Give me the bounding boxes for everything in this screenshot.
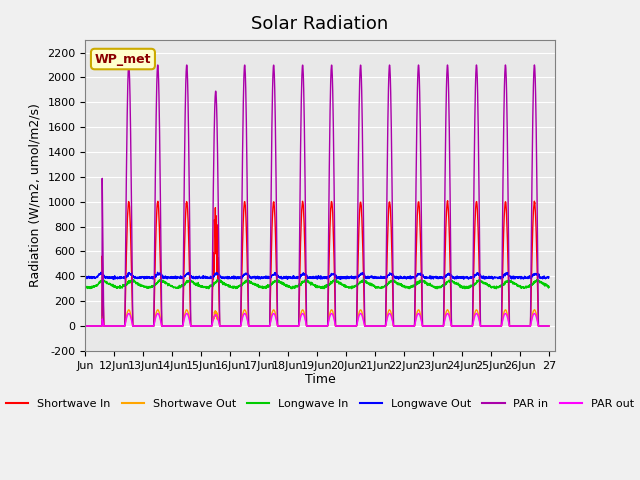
PAR out [539, 323, 547, 329]
Shortwave Out [483, 323, 490, 329]
PAR in [456, 323, 464, 329]
PAR out [128, 318, 136, 324]
X-axis label: Time: Time [305, 373, 335, 386]
Longwave In [360, 276, 367, 282]
PAR in [228, 323, 236, 329]
PAR in [531, 62, 538, 68]
Shortwave In [483, 323, 490, 329]
Longwave Out [483, 275, 490, 280]
Longwave Out [545, 274, 553, 280]
Shortwave Out [344, 323, 352, 329]
PAR in [545, 323, 553, 329]
PAR in [539, 323, 547, 329]
Longwave Out [97, 269, 105, 275]
Line: Longwave Out: Longwave Out [85, 272, 549, 279]
PAR out [344, 323, 352, 329]
Longwave Out [110, 276, 118, 282]
PAR in [81, 323, 89, 329]
PAR out [228, 323, 236, 329]
PAR out [483, 323, 490, 329]
Shortwave Out [128, 316, 136, 322]
Legend: Shortwave In, Shortwave Out, Longwave In, Longwave Out, PAR in, PAR out: Shortwave In, Shortwave Out, Longwave In… [2, 395, 638, 414]
PAR in [344, 323, 352, 329]
Line: PAR in: PAR in [85, 65, 549, 326]
Shortwave In [128, 271, 136, 276]
Shortwave In [539, 323, 547, 329]
Shortwave In [456, 323, 464, 329]
Longwave Out [345, 275, 353, 281]
Line: Shortwave Out: Shortwave Out [85, 310, 549, 326]
Longwave Out [456, 276, 464, 281]
PAR in [483, 323, 490, 329]
PAR in [128, 213, 136, 219]
Shortwave In [444, 198, 451, 204]
Shortwave Out [539, 323, 547, 329]
Longwave Out [128, 270, 136, 276]
Title: Solar Radiation: Solar Radiation [252, 15, 388, 33]
Longwave In [81, 283, 89, 289]
Longwave In [228, 284, 236, 290]
Longwave In [128, 278, 136, 284]
Longwave In [483, 281, 490, 287]
Text: WP_met: WP_met [95, 52, 151, 66]
Line: Longwave In: Longwave In [85, 279, 549, 288]
Shortwave In [545, 323, 553, 329]
PAR out [81, 323, 89, 329]
Shortwave Out [444, 307, 451, 312]
PAR out [545, 323, 553, 329]
Longwave In [205, 286, 212, 291]
Shortwave Out [456, 323, 464, 329]
Longwave In [539, 281, 547, 287]
Shortwave Out [228, 323, 236, 329]
Longwave In [545, 284, 553, 290]
Shortwave In [81, 323, 89, 329]
Line: PAR out: PAR out [85, 313, 549, 326]
Longwave In [344, 285, 352, 290]
Y-axis label: Radiation (W/m2, umol/m2/s): Radiation (W/m2, umol/m2/s) [29, 104, 42, 288]
Shortwave In [344, 323, 352, 329]
Longwave Out [539, 276, 547, 282]
PAR out [531, 311, 538, 316]
Longwave Out [228, 275, 236, 281]
Shortwave Out [81, 323, 89, 329]
Line: Shortwave In: Shortwave In [85, 201, 549, 326]
Shortwave In [228, 323, 236, 329]
Longwave Out [81, 276, 89, 282]
Longwave In [456, 284, 464, 289]
PAR out [456, 323, 464, 329]
Shortwave Out [545, 323, 553, 329]
